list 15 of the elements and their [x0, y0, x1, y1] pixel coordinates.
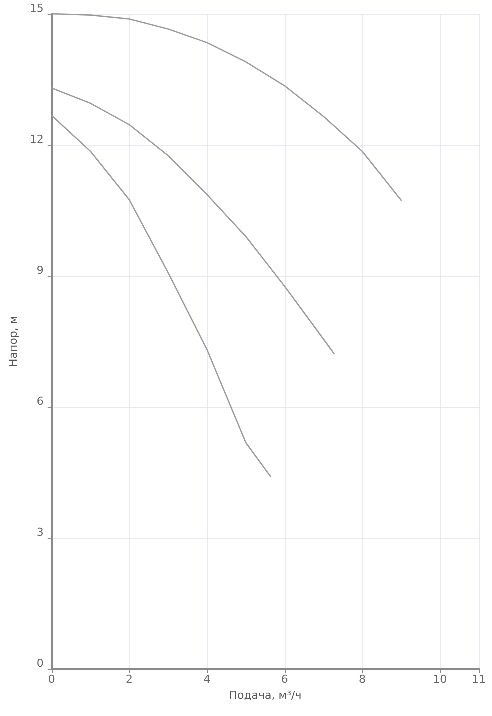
x-tick-label: 8	[359, 673, 366, 686]
y-axis-title: Напор, м	[7, 316, 20, 368]
x-axis-title: Подача, м³/ч	[229, 688, 302, 702]
y-tick-label: 3	[36, 526, 44, 539]
x-tick-label: 4	[204, 673, 211, 686]
y-tick-label: 6	[36, 395, 44, 408]
y-tick-label: 12	[30, 133, 44, 146]
x-tick-label: 6	[281, 673, 288, 686]
x-tick-label: 2	[126, 673, 134, 686]
y-tick-label: 15	[30, 2, 44, 15]
y-tick-label: 9	[36, 264, 44, 277]
x-tick-label: 0	[48, 673, 56, 686]
x-tick-label: 10	[433, 673, 448, 686]
x-tick-label: 11	[472, 673, 486, 686]
y-tick-label: 0	[36, 657, 44, 670]
